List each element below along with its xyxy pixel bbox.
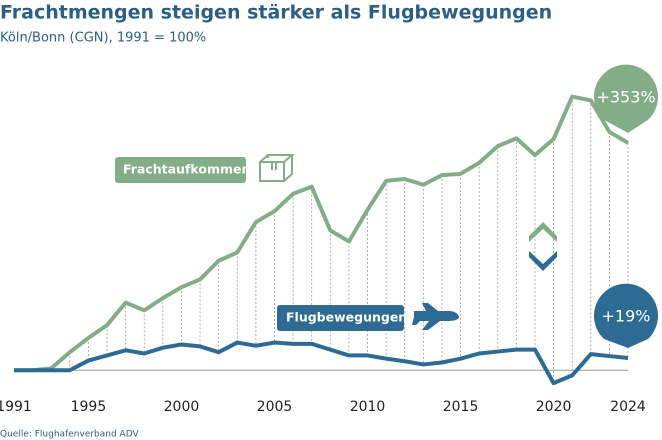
source: Quelle: Flughafenverband ADV [0,430,139,440]
down-chevron [529,251,557,271]
x-tick-label: 2015 [443,399,479,415]
plane-icon [412,303,459,330]
x-tick-label: 2000 [164,399,200,415]
series-line [14,94,630,373]
x-tick-label: 1995 [71,399,107,415]
legend-label: Frachtaufkommen [123,162,250,177]
legend-flug: Flugbewegungen [277,303,459,331]
annotation-label: +353% [596,87,655,106]
legend-box [115,157,246,183]
annotation-label: +19% [602,307,651,326]
series-line [14,340,629,386]
chart-subtitle: Köln/Bonn (CGN), 1991 = 100% [0,31,206,46]
x-tick-label: 1991 [0,399,32,415]
legend-box [277,305,404,331]
legend-fracht: Frachtaufkommen [115,154,295,183]
legend-label: Flugbewegungen [286,310,407,325]
annotation-pin [594,283,658,349]
annotation-pin [594,64,659,133]
x-tick-label: 2005 [257,399,293,415]
chart-title: Frachtmengen steigen stärker als Flugbew… [0,2,552,24]
x-tick-label: 2024 [610,399,646,415]
up-chevron [529,222,557,242]
x-tick-label: 2010 [350,399,386,415]
box-icon [259,154,295,182]
x-tick-label: 2020 [536,399,572,415]
